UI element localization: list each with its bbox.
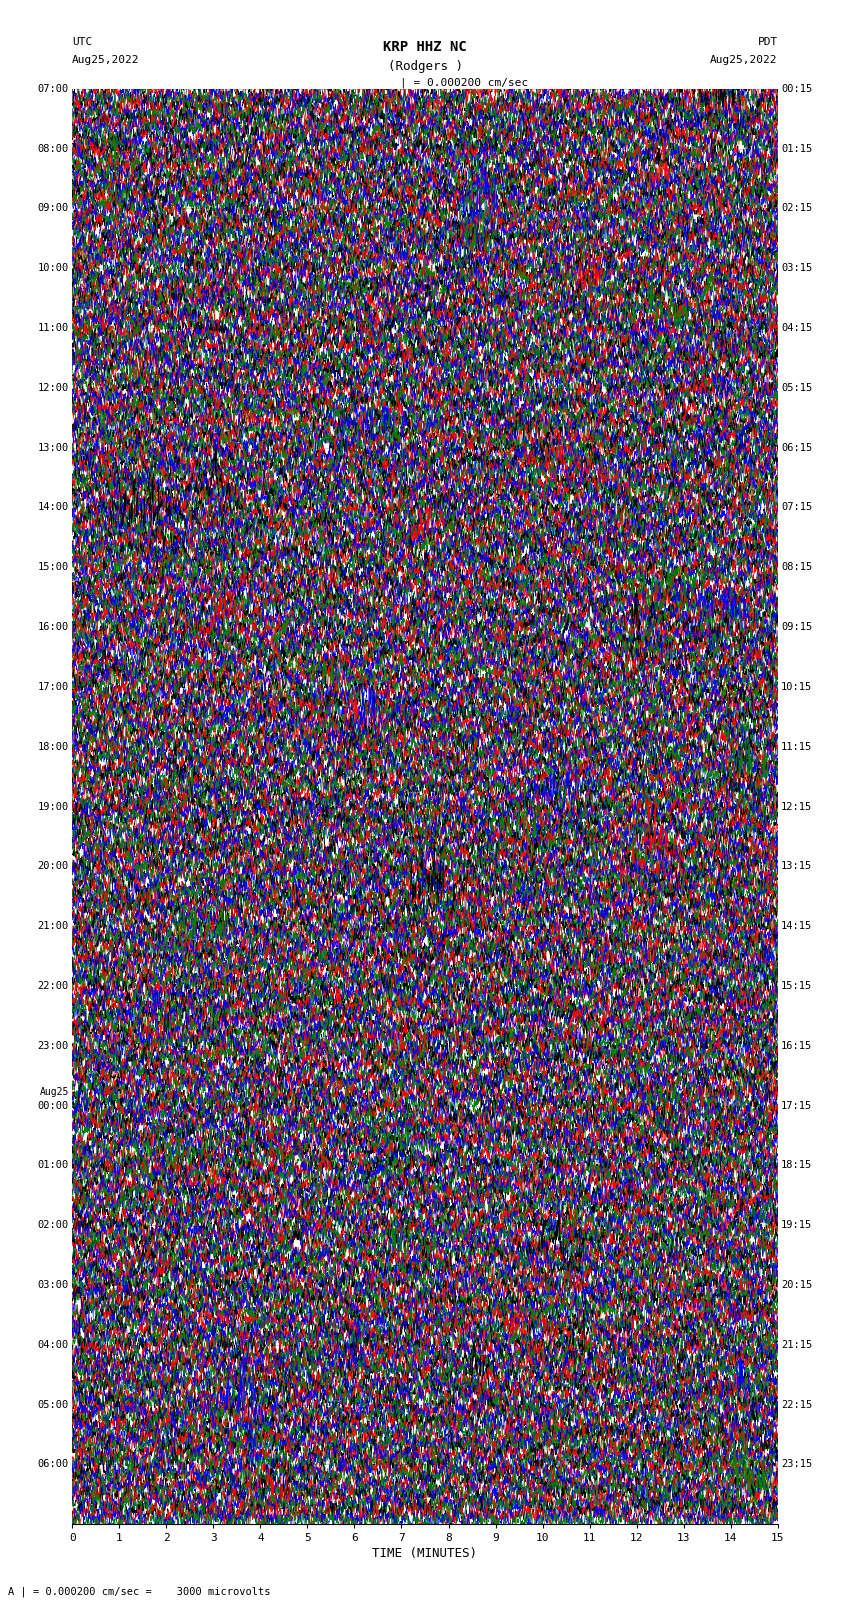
- Text: 03:00: 03:00: [37, 1281, 69, 1290]
- Text: UTC: UTC: [72, 37, 93, 47]
- Text: Aug25,2022: Aug25,2022: [72, 55, 139, 65]
- Text: 10:15: 10:15: [781, 682, 813, 692]
- Text: 08:15: 08:15: [781, 563, 813, 573]
- Text: 14:15: 14:15: [781, 921, 813, 931]
- Text: 15:15: 15:15: [781, 981, 813, 990]
- Text: 00:15: 00:15: [781, 84, 813, 94]
- Text: PDT: PDT: [757, 37, 778, 47]
- Text: 20:15: 20:15: [781, 1281, 813, 1290]
- Text: 09:15: 09:15: [781, 623, 813, 632]
- Text: 12:00: 12:00: [37, 382, 69, 394]
- Text: 05:00: 05:00: [37, 1400, 69, 1410]
- Text: (Rodgers ): (Rodgers ): [388, 60, 462, 73]
- Text: 12:15: 12:15: [781, 802, 813, 811]
- Text: 23:15: 23:15: [781, 1460, 813, 1469]
- Text: Aug25,2022: Aug25,2022: [711, 55, 778, 65]
- Text: 00:00: 00:00: [37, 1100, 69, 1111]
- Text: 07:15: 07:15: [781, 502, 813, 513]
- Text: 14:00: 14:00: [37, 502, 69, 513]
- Text: 15:00: 15:00: [37, 563, 69, 573]
- Text: 01:15: 01:15: [781, 144, 813, 153]
- Text: 09:00: 09:00: [37, 203, 69, 213]
- Text: 18:00: 18:00: [37, 742, 69, 752]
- Text: 16:15: 16:15: [781, 1040, 813, 1050]
- Text: 07:00: 07:00: [37, 84, 69, 94]
- Text: 19:00: 19:00: [37, 802, 69, 811]
- Text: 06:15: 06:15: [781, 442, 813, 453]
- Text: 23:00: 23:00: [37, 1040, 69, 1050]
- Text: 10:00: 10:00: [37, 263, 69, 273]
- Text: Aug25: Aug25: [39, 1087, 69, 1097]
- X-axis label: TIME (MINUTES): TIME (MINUTES): [372, 1547, 478, 1560]
- Text: 18:15: 18:15: [781, 1160, 813, 1171]
- Text: A | = 0.000200 cm/sec =    3000 microvolts: A | = 0.000200 cm/sec = 3000 microvolts: [8, 1586, 271, 1597]
- Text: 04:15: 04:15: [781, 323, 813, 332]
- Text: 16:00: 16:00: [37, 623, 69, 632]
- Text: 06:00: 06:00: [37, 1460, 69, 1469]
- Text: 11:15: 11:15: [781, 742, 813, 752]
- Text: 11:00: 11:00: [37, 323, 69, 332]
- Text: 02:00: 02:00: [37, 1219, 69, 1231]
- Text: 21:15: 21:15: [781, 1340, 813, 1350]
- Text: 19:15: 19:15: [781, 1219, 813, 1231]
- Text: 03:15: 03:15: [781, 263, 813, 273]
- Text: 05:15: 05:15: [781, 382, 813, 394]
- Text: 02:15: 02:15: [781, 203, 813, 213]
- Text: KRP HHZ NC: KRP HHZ NC: [383, 40, 467, 55]
- Text: 22:15: 22:15: [781, 1400, 813, 1410]
- Text: 17:15: 17:15: [781, 1100, 813, 1111]
- Text: 13:15: 13:15: [781, 861, 813, 871]
- Text: 13:00: 13:00: [37, 442, 69, 453]
- Text: 22:00: 22:00: [37, 981, 69, 990]
- Text: 21:00: 21:00: [37, 921, 69, 931]
- Text: 17:00: 17:00: [37, 682, 69, 692]
- Text: 04:00: 04:00: [37, 1340, 69, 1350]
- Text: 08:00: 08:00: [37, 144, 69, 153]
- Text: 20:00: 20:00: [37, 861, 69, 871]
- Text: 01:00: 01:00: [37, 1160, 69, 1171]
- Text: | = 0.000200 cm/sec: | = 0.000200 cm/sec: [400, 77, 528, 89]
